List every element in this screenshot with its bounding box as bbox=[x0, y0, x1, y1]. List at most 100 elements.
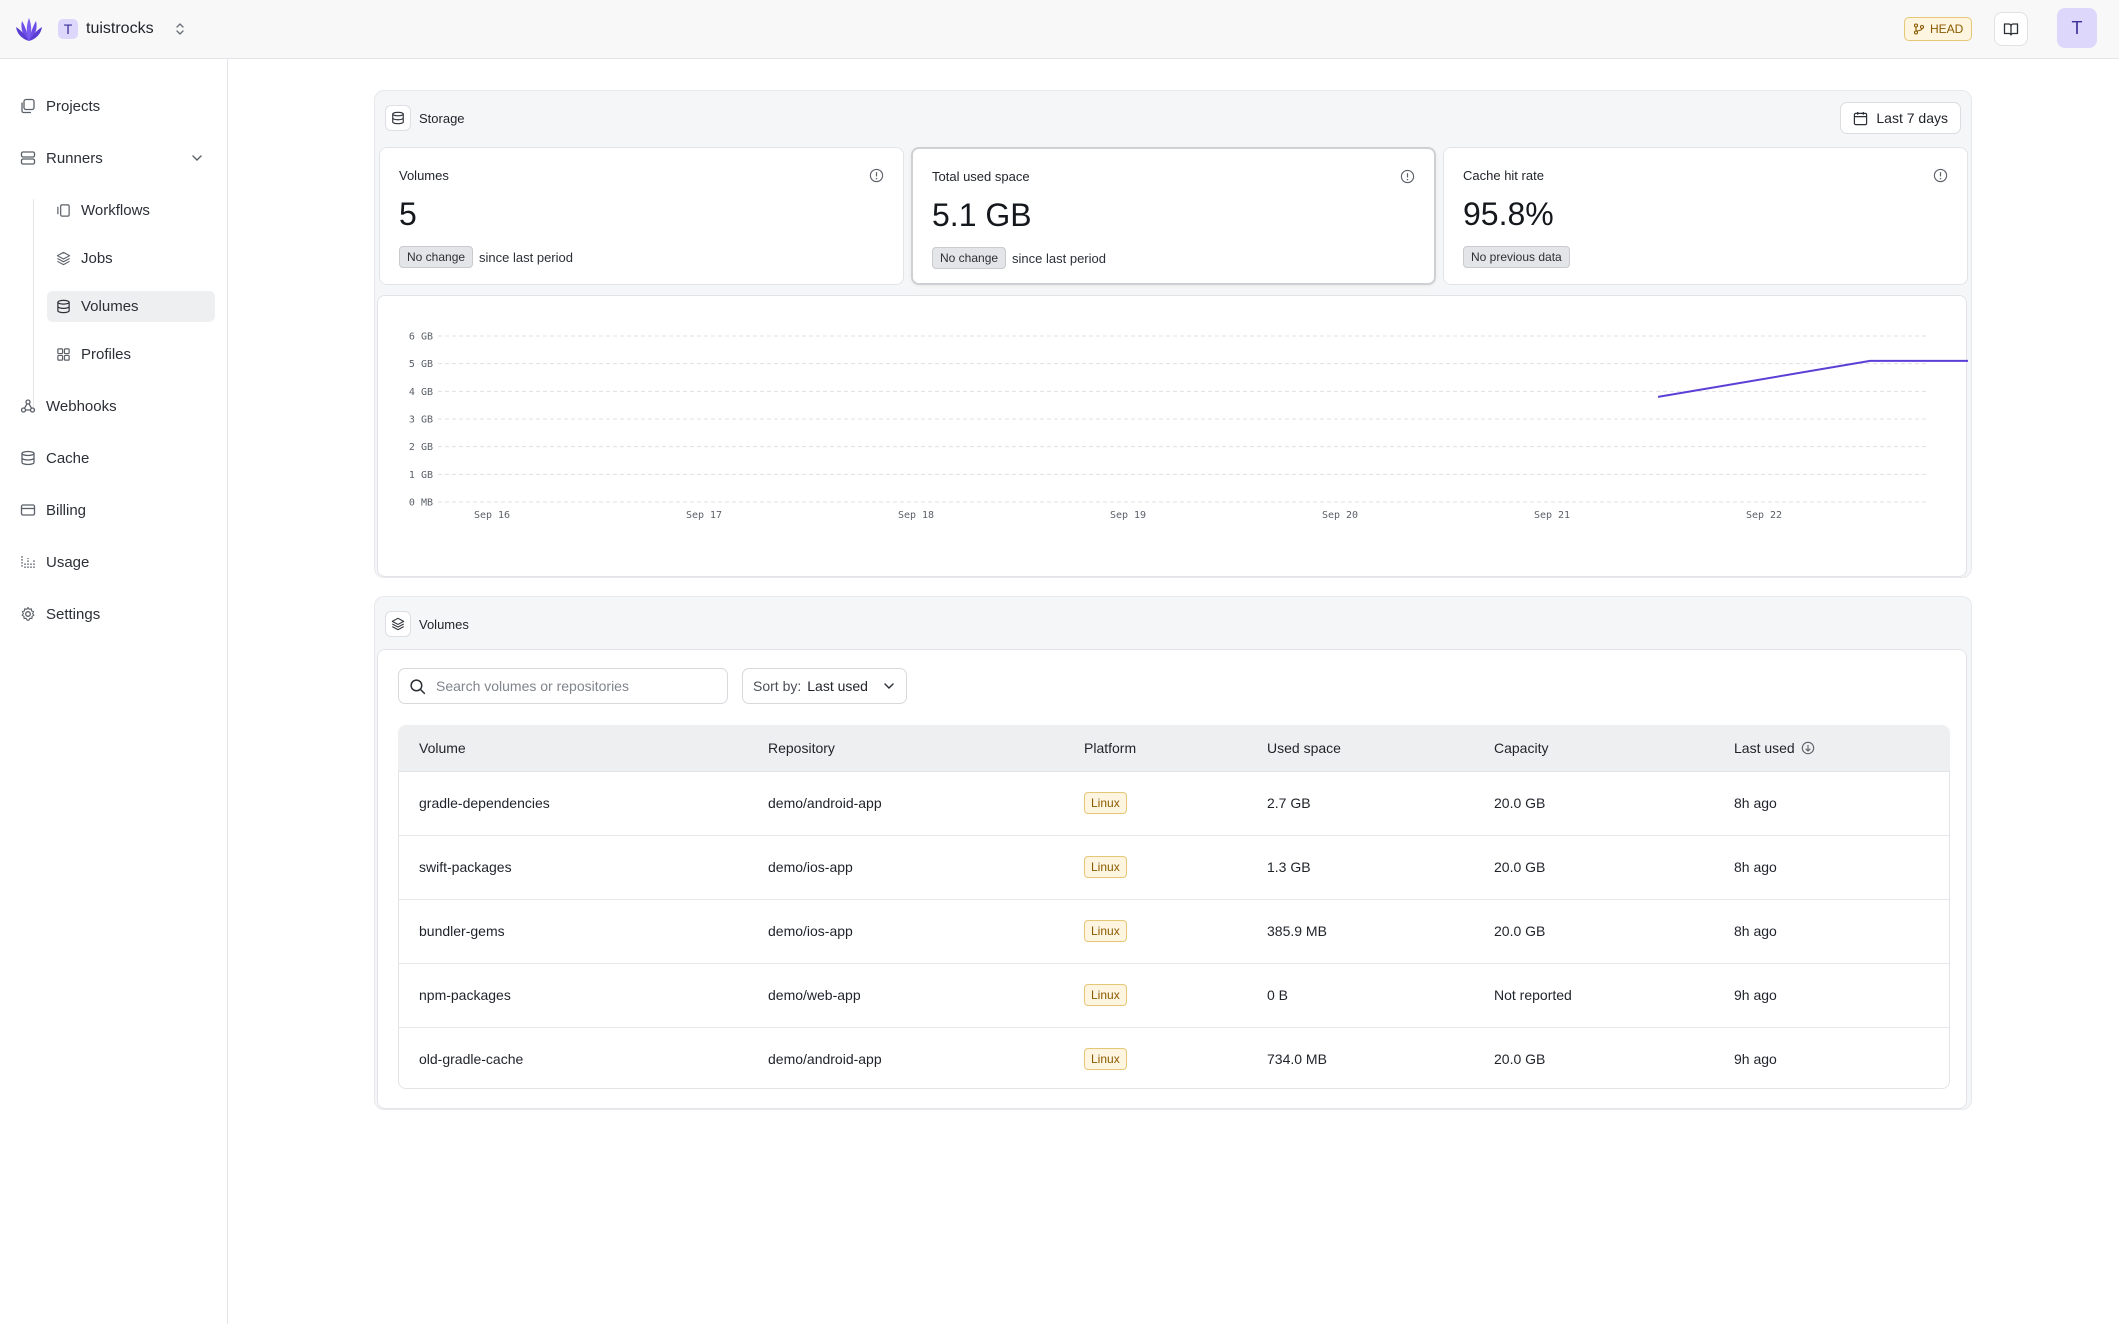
cell-capacity: 20.0 GB bbox=[1494, 923, 1546, 939]
y-tick-label: 5 GB bbox=[409, 359, 433, 370]
storage-title: Storage bbox=[419, 110, 465, 126]
table-row[interactable]: gradle-dependencies demo/android-app Lin… bbox=[399, 772, 1949, 836]
cell-repository: demo/android-app bbox=[768, 1051, 882, 1067]
platform-badge: Linux bbox=[1084, 792, 1127, 814]
search-box[interactable] bbox=[398, 668, 728, 704]
sort-dropdown[interactable]: Sort by: Last used bbox=[742, 668, 907, 704]
x-tick-label: Sep 19 bbox=[1110, 510, 1146, 521]
storage-line-chart: 0 MB 1 GB 2 GB 3 GB 4 GB 5 GB 6 GB Sep 16 Sep 17… bbox=[409, 332, 1968, 521]
org-avatar: T bbox=[58, 19, 78, 39]
table-body: gradle-dependencies demo/android-app Lin… bbox=[398, 771, 1950, 1089]
gear-icon bbox=[21, 606, 35, 621]
platform-badge: Linux bbox=[1084, 856, 1127, 878]
tuist-logo-icon[interactable] bbox=[14, 14, 44, 44]
user-avatar[interactable]: T bbox=[2057, 8, 2097, 48]
x-tick-label: Sep 21 bbox=[1534, 510, 1570, 521]
date-range-label: Last 7 days bbox=[1876, 110, 1948, 126]
sort-label: Sort by: bbox=[753, 678, 802, 694]
sidebar-item-label: Profiles bbox=[81, 346, 132, 363]
search-input[interactable] bbox=[436, 678, 706, 694]
x-tick-label: Sep 22 bbox=[1746, 510, 1782, 521]
database-icon bbox=[21, 450, 35, 466]
layers-icon bbox=[56, 251, 71, 266]
sidebar-item-profiles[interactable]: Profiles bbox=[47, 339, 215, 370]
cell-volume: gradle-dependencies bbox=[419, 795, 550, 811]
column-header-platform[interactable]: Platform bbox=[1084, 740, 1137, 756]
cell-volume: swift-packages bbox=[419, 859, 512, 875]
trend-badge: No change bbox=[399, 246, 474, 268]
table-row[interactable]: bundler-gems demo/ios-app Linux 385.9 MB… bbox=[399, 900, 1949, 964]
info-icon[interactable] bbox=[1400, 169, 1415, 184]
volumes-card: Volumes Sort by: Last used Volume Reposi… bbox=[374, 596, 1972, 1110]
cell-used-space: 0 B bbox=[1267, 987, 1289, 1003]
cell-used-space: 385.9 MB bbox=[1267, 923, 1327, 939]
sidebar-item-label: Usage bbox=[46, 553, 90, 571]
metric-value: 5 bbox=[399, 196, 417, 232]
column-header-capacity[interactable]: Capacity bbox=[1494, 740, 1549, 756]
sidebar-item-cache[interactable]: Cache bbox=[20, 443, 89, 473]
sidebar-item-jobs[interactable]: Jobs bbox=[47, 243, 215, 274]
database-icon bbox=[57, 299, 70, 314]
chevron-down-icon[interactable] bbox=[190, 151, 204, 165]
chevron-down-icon bbox=[884, 683, 894, 689]
sidebar-item-billing[interactable]: Billing bbox=[20, 495, 86, 525]
search-icon bbox=[410, 678, 426, 694]
y-tick-label: 0 MB bbox=[409, 498, 433, 509]
server-icon bbox=[20, 151, 36, 165]
metric-card-volumes[interactable]: Volumes 5 No change since last period bbox=[379, 147, 904, 285]
storage-chart: 0 MB 1 GB 2 GB 3 GB 4 GB 5 GB 6 GB Sep 16 Sep 17… bbox=[377, 295, 1968, 577]
trend-suffix: since last period bbox=[1012, 250, 1106, 266]
cell-volume: bundler-gems bbox=[419, 923, 505, 939]
book-open-icon bbox=[2003, 23, 2019, 36]
organization-switcher[interactable]: T tuistrocks bbox=[58, 15, 188, 43]
sidebar-item-webhooks[interactable]: Webhooks bbox=[20, 391, 117, 421]
table-row[interactable]: npm-packages demo/web-app Linux 0 B Not … bbox=[399, 964, 1949, 1028]
cell-volume: old-gradle-cache bbox=[419, 1051, 524, 1067]
platform-badge: Linux bbox=[1084, 920, 1127, 942]
sidebar-item-runners[interactable]: Runners bbox=[20, 143, 103, 173]
sidebar-item-settings[interactable]: Settings bbox=[20, 599, 100, 629]
cell-last-used: 9h ago bbox=[1734, 987, 1777, 1003]
branch-badge: HEAD bbox=[1904, 17, 1973, 41]
trend-suffix: since last period bbox=[479, 249, 573, 265]
sidebar-item-label: Settings bbox=[46, 605, 101, 623]
layers-icon bbox=[385, 611, 411, 637]
sidebar-item-label: Cache bbox=[46, 449, 90, 467]
cell-used-space: 734.0 MB bbox=[1267, 1051, 1327, 1067]
cell-last-used: 8h ago bbox=[1734, 795, 1777, 811]
sidebar: Projects Runners Workflows Jobs Volumes … bbox=[0, 59, 228, 1324]
credit-card-icon bbox=[20, 504, 36, 516]
trend-badge: No change bbox=[932, 247, 1007, 269]
chevron-up-down-icon bbox=[175, 23, 184, 35]
metric-value: 5.1 GB bbox=[932, 197, 1032, 233]
docs-button[interactable] bbox=[1994, 12, 2028, 46]
column-header-volume[interactable]: Volume bbox=[419, 740, 466, 756]
metric-trend: No change since last period bbox=[932, 247, 1106, 269]
table-row[interactable]: swift-packages demo/ios-app Linux 1.3 GB… bbox=[399, 836, 1949, 900]
cell-last-used: 8h ago bbox=[1734, 859, 1777, 875]
column-header-last-used[interactable]: Last used bbox=[1734, 740, 1815, 756]
sidebar-item-label: Jobs bbox=[81, 250, 113, 267]
info-icon[interactable] bbox=[1933, 168, 1948, 183]
volumes-panel: Sort by: Last used Volume Repository Pla… bbox=[377, 649, 1967, 1109]
info-icon[interactable] bbox=[869, 168, 884, 183]
date-range-button[interactable]: Last 7 days bbox=[1840, 102, 1961, 134]
cell-last-used: 9h ago bbox=[1734, 1051, 1777, 1067]
cell-repository: demo/ios-app bbox=[768, 859, 853, 875]
metric-card-total-used-space[interactable]: Total used space 5.1 GB No change since … bbox=[911, 147, 1436, 285]
sidebar-item-volumes[interactable]: Volumes bbox=[47, 291, 215, 322]
sidebar-item-workflows[interactable]: Workflows bbox=[47, 195, 215, 226]
metric-card-cache-hit-rate[interactable]: Cache hit rate 95.8% No previous data bbox=[1443, 147, 1968, 285]
metric-label: Cache hit rate bbox=[1463, 168, 1544, 183]
column-header-used-space[interactable]: Used space bbox=[1267, 740, 1341, 756]
cell-capacity: Not reported bbox=[1494, 987, 1572, 1003]
sidebar-item-label: Projects bbox=[46, 97, 101, 115]
sidebar-item-label: Volumes bbox=[81, 298, 139, 315]
cell-repository: demo/android-app bbox=[768, 795, 882, 811]
branch-badge-label: HEAD bbox=[1930, 22, 1964, 36]
column-header-repository[interactable]: Repository bbox=[768, 740, 835, 756]
platform-badge: Linux bbox=[1084, 1048, 1127, 1070]
sidebar-item-usage[interactable]: Usage bbox=[20, 547, 89, 577]
sidebar-item-projects[interactable]: Projects bbox=[20, 91, 100, 121]
table-row[interactable]: old-gradle-cache demo/android-app Linux … bbox=[399, 1028, 1949, 1092]
